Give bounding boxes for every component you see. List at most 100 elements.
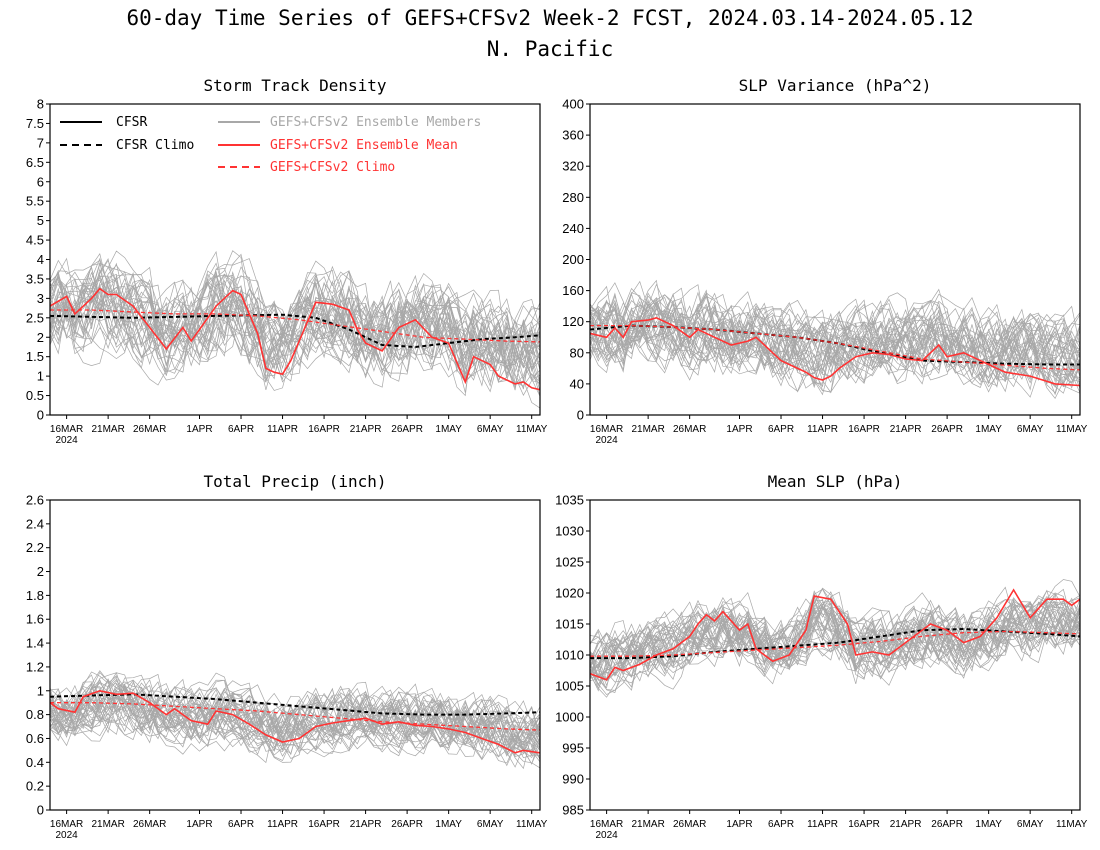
member-line: [590, 588, 1080, 679]
x-tick-label: 6MAY: [477, 424, 504, 435]
member-line: [50, 679, 540, 751]
y-tick-label: 4.5: [26, 233, 44, 248]
gefs-cfsv2-ensemble-mean-line: [590, 588, 1080, 681]
member-line: [590, 601, 1080, 678]
y-tick-label: 240: [562, 221, 584, 236]
x-tick-label: 21APR: [350, 424, 382, 435]
y-tick-label: 2.4: [26, 516, 44, 531]
x-tick-label: 1MAY: [975, 819, 1002, 830]
x-tick-label: 11MAY: [1056, 819, 1088, 830]
x-tick-label: 16APR: [848, 819, 880, 830]
y-tick-label: 0.6: [26, 731, 44, 746]
x-tick-label: 1MAY: [435, 819, 462, 830]
y-tick-label: 1035: [555, 493, 584, 508]
gefs-cfsv2-climo-line: [50, 702, 540, 731]
legend: CFSR CFSR Climo GEFS+CFSv2 Ensemble Member…: [60, 115, 481, 175]
ensemble-members: [50, 670, 540, 770]
x-year-label: 2024: [595, 435, 618, 446]
y-tick-label: 400: [562, 97, 584, 112]
y-tick-label: 6.5: [26, 155, 44, 170]
x-tick-label: 26MAR: [673, 819, 706, 830]
member-line: [50, 272, 540, 373]
member-line: [50, 687, 540, 765]
y-tick-label: 280: [562, 190, 584, 205]
y-tick-label: 360: [562, 128, 584, 143]
member-line: [590, 302, 1080, 394]
x-tick-label: 16MAR: [590, 424, 623, 435]
member-line: [590, 304, 1080, 384]
y-tick-label: 7.5: [26, 116, 44, 131]
y-tick-label: 4: [37, 252, 44, 267]
ensemble-members: [590, 579, 1080, 698]
member-line: [590, 605, 1080, 694]
y-tick-label: 1.6: [26, 612, 44, 627]
member-line: [590, 292, 1080, 388]
y-tick-label: 120: [562, 314, 584, 329]
y-tick-label: 0: [37, 803, 44, 818]
member-line: [590, 292, 1080, 381]
x-tick-label: 6MAY: [1017, 424, 1044, 435]
x-tick-label: 11APR: [807, 424, 838, 435]
ensemble-members: [590, 279, 1080, 400]
x-year-label: 2024: [55, 435, 78, 446]
gefs-cfsv2-ensemble-mean-line: [50, 689, 540, 754]
x-tick-label: 1MAY: [435, 424, 462, 435]
y-tick-label: 3: [37, 291, 44, 306]
y-tick-label: 1.5: [26, 349, 44, 364]
y-tick-label: 2.2: [26, 540, 44, 555]
x-tick-label: 16MAR: [50, 424, 83, 435]
x-tick-label: 21APR: [890, 819, 922, 830]
member-line: [590, 596, 1080, 674]
y-tick-label: 320: [562, 159, 584, 174]
member-line: [590, 603, 1080, 678]
member-line: [50, 262, 540, 384]
y-tick-label: 2: [37, 330, 44, 345]
x-tick-label: 6MAY: [1017, 819, 1044, 830]
x-tick-label: 26MAR: [673, 424, 706, 435]
member-line: [50, 691, 540, 760]
y-tick-label: 1015: [555, 617, 584, 632]
member-line: [590, 297, 1080, 398]
storm-track-density-panel: Storm Track Density 0 0.5 1 1.5 2 2.5 3 3.5 4 4.5 5…: [26, 76, 548, 446]
x-tick-label: 6APR: [768, 819, 794, 830]
x-tick-label: 26APR: [931, 424, 963, 435]
member-line: [590, 284, 1080, 383]
figure-title: 60-day Time Series of GEFS+CFSv2 Week-2 …: [126, 6, 973, 30]
plot-frame: [49, 499, 541, 811]
legend-label: CFSR Climo: [116, 138, 194, 153]
member-line: [50, 683, 540, 761]
x-tick-label: 16MAR: [590, 819, 623, 830]
mean-slp-panel: Mean SLP (hPa) 985 990 995 1000 1005 1010 1015 1…: [555, 472, 1088, 841]
y-tick-label: 8: [37, 97, 44, 112]
y-tick-label: 1025: [555, 555, 584, 570]
y-tick-label: 1.8: [26, 588, 44, 603]
gefs-cfsv2-ensemble-mean-line: [590, 316, 1080, 387]
member-line: [590, 599, 1080, 672]
member-line: [50, 682, 540, 749]
member-line: [50, 684, 540, 753]
x-tick-label: 1APR: [726, 819, 752, 830]
x-tick-label: 1MAY: [975, 424, 1002, 435]
member-line: [50, 265, 540, 379]
legend-label: GEFS+CFSv2 Climo: [270, 160, 395, 175]
gefs-cfsv2-ensemble-mean-line: [50, 287, 540, 391]
member-line: [590, 296, 1080, 388]
x-tick-label: 26APR: [391, 819, 423, 830]
x-tick-label: 21APR: [350, 819, 382, 830]
y-tick-label: 3.5: [26, 271, 44, 286]
y-tick-label: 7: [37, 135, 44, 150]
x-tick-label: 21MAR: [631, 424, 664, 435]
x-tick-label: 1APR: [186, 424, 212, 435]
member-line: [590, 608, 1080, 691]
y-tick-label: 1020: [555, 586, 584, 601]
gefs-cfsv2-climo-line: [50, 309, 540, 343]
x-tick-label: 21MAR: [91, 424, 124, 435]
y-tick-label: 2.5: [26, 310, 44, 325]
member-line: [590, 295, 1080, 381]
member-line: [50, 278, 540, 381]
y-tick-label: 990: [562, 772, 584, 787]
x-tick-label: 16MAR: [50, 819, 83, 830]
member-line: [50, 683, 540, 746]
x-tick-label: 26APR: [391, 424, 423, 435]
x-tick-label: 21APR: [890, 424, 922, 435]
